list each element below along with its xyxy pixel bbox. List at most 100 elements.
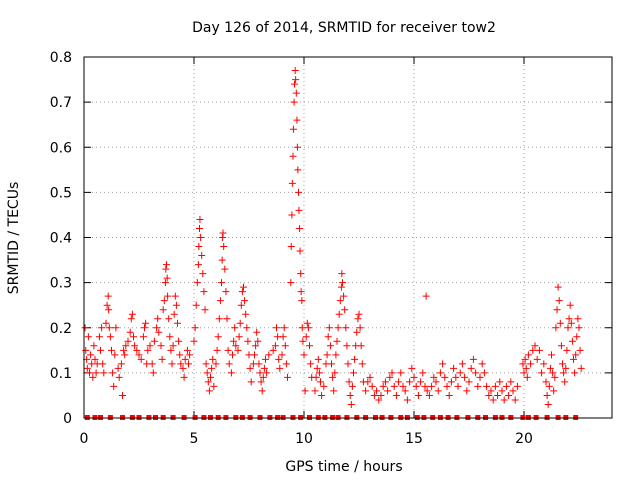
data-point [240,283,247,291]
data-point [519,360,527,368]
data-point [324,333,332,341]
data-point [577,364,585,372]
data-point [291,80,299,88]
data-point [571,369,579,377]
data-point [502,382,510,390]
data-point [260,364,268,372]
data-point [353,328,361,336]
data-point [190,337,198,345]
y-tick-label: 0.5 [50,185,72,201]
data-point [570,355,577,363]
data-point [489,396,497,404]
data-point [329,373,337,381]
data-point [141,324,148,332]
data-point [149,369,157,377]
data-point [97,346,104,354]
data-point [180,373,188,381]
data-point [252,342,260,350]
data-point [560,369,568,377]
data-point [238,288,246,296]
y-tick-label: 0.6 [50,140,72,156]
data-point [154,315,162,323]
data-point [347,400,355,408]
data-point [284,373,291,381]
data-point [175,337,183,345]
data-point [83,364,91,372]
data-point [246,364,254,372]
data-point [452,373,460,381]
data-point [572,351,580,359]
data-point [280,324,288,332]
data-point [236,319,244,327]
data-point [339,279,346,287]
data-point [293,143,301,151]
data-point [201,306,209,314]
data-point [105,324,113,332]
data-point [297,288,305,296]
data-point [293,116,301,124]
data-point [330,387,338,395]
data-point [384,387,392,395]
data-point [461,373,469,381]
data-point [472,369,480,377]
data-point [331,369,339,377]
data-point [412,382,420,390]
data-point [244,337,252,345]
data-point [247,378,255,386]
x-tick-label: 20 [515,431,533,447]
data-point [167,346,175,354]
data-point [155,328,163,336]
data-point [146,342,154,350]
data-point [524,351,532,359]
data-point [554,283,562,291]
data-point [210,382,218,390]
data-point [417,378,425,386]
data-point [491,382,499,390]
data-point [312,373,320,381]
data-point [168,360,176,368]
data-point [542,378,550,386]
data-point [194,261,202,269]
data-point [535,346,543,354]
data-point [158,355,166,363]
data-point [414,391,422,399]
data-point [390,382,398,390]
data-point [192,301,200,309]
data-point [130,333,137,341]
data-point [555,297,563,305]
data-point [410,373,418,381]
data-point [127,315,135,323]
data-point [298,324,306,332]
data-point [196,215,204,223]
data-point [292,76,300,84]
data-point [281,342,289,350]
data-point [275,355,283,363]
data-point [358,360,366,368]
data-point [86,369,93,377]
data-point [119,391,126,399]
data-point [445,391,453,399]
data-point [546,364,554,372]
data-point [295,206,303,214]
data-point [498,387,506,395]
data-point [163,261,170,269]
data-point [139,333,147,341]
data-point [509,387,517,395]
data-point [185,360,192,368]
data-point [348,382,356,390]
data-point [494,391,502,399]
data-point [556,319,564,327]
data-point [302,333,310,341]
data-point [142,319,150,327]
data-point [474,382,482,390]
data-point [406,378,414,386]
data-point [545,382,553,390]
data-point [303,319,311,327]
data-point [299,337,307,345]
data-point [422,292,430,300]
data-point [557,342,565,350]
data-point [307,360,315,368]
data-point [561,378,569,386]
data-point [224,346,232,354]
